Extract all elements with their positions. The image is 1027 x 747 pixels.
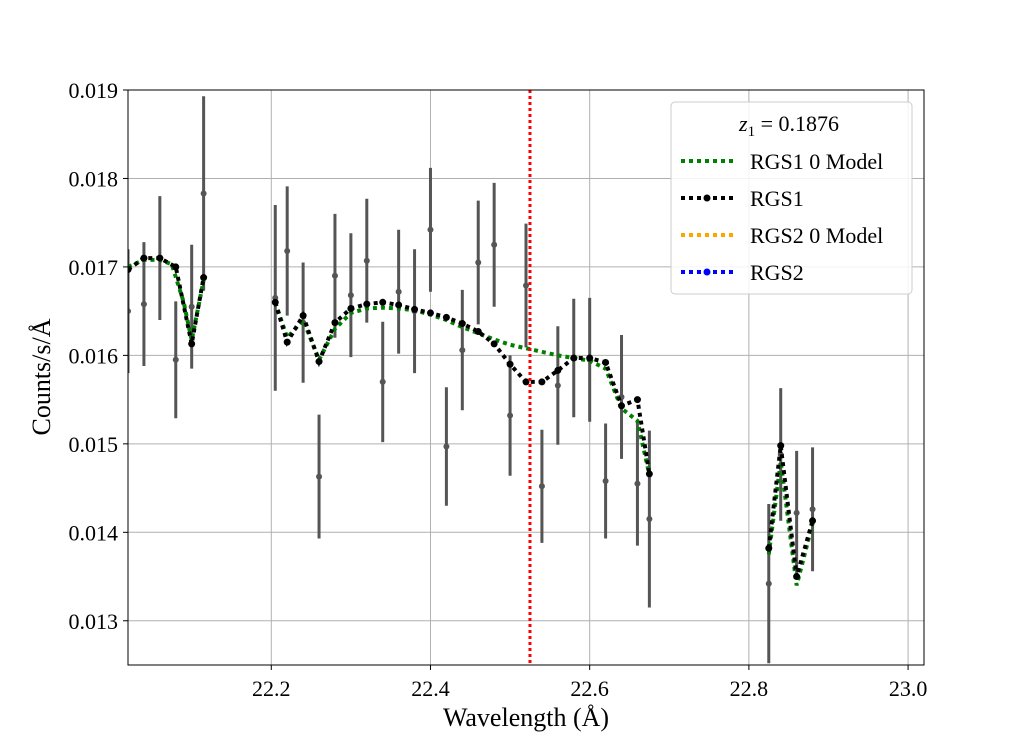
rgs1-point: [442, 313, 450, 321]
rgs1-point: [554, 366, 562, 374]
legend-title-value: = 0.1876: [755, 111, 839, 136]
rgs1-point: [809, 517, 817, 525]
rgs1-point: [586, 354, 594, 362]
data-point: [634, 480, 641, 487]
rgs1-point: [379, 298, 387, 306]
data-point: [765, 580, 772, 587]
legend: z1 = 0.1876 RGS1 0 Model RGS1 RGS2 0 Model…: [670, 101, 913, 295]
x-tick-label: 22.2: [252, 676, 291, 701]
y-tick-label: 0.016: [69, 343, 119, 368]
data-point: [347, 292, 354, 299]
rgs1-point: [271, 298, 279, 306]
data-point: [646, 516, 653, 523]
rgs1-point: [522, 378, 530, 386]
data-point: [523, 282, 529, 289]
rgs1-point: [506, 360, 514, 368]
rgs1-point: [602, 358, 610, 366]
x-axis-label: Wavelength (Å): [443, 703, 609, 732]
rgs1-point: [363, 300, 371, 308]
data-point: [140, 301, 147, 308]
rgs1-point: [315, 358, 323, 366]
rgs1-curve: [766, 445, 815, 578]
y-tick-label: 0.013: [69, 609, 119, 634]
x-tick-label: 22.4: [411, 676, 450, 701]
plot-frame: [127, 89, 925, 666]
data-point: [507, 412, 514, 419]
rgs1-model-series: [128, 257, 815, 586]
rgs1-series: [128, 254, 817, 581]
legend-entries: RGS1 0 Model RGS1 RGS2 0 Model RGS2: [681, 149, 883, 285]
rgs1-point: [331, 319, 339, 327]
data-point: [443, 443, 450, 450]
x-tick-label: 22.8: [730, 676, 769, 701]
y-tick-label: 0.017: [69, 255, 119, 280]
data-point: [200, 190, 207, 197]
rgs1-point: [156, 254, 164, 262]
data-point: [427, 226, 434, 233]
data-point: [459, 347, 466, 354]
y-tick-label: 0.018: [69, 166, 119, 191]
y-tick-label: 0.014: [69, 520, 119, 545]
legend-marker: [703, 268, 711, 276]
rgs1-point: [570, 354, 578, 362]
legend-label: RGS1: [750, 186, 804, 211]
rgs1-point: [188, 340, 196, 348]
y-tick-label: 0.019: [69, 78, 119, 103]
data-point: [602, 478, 609, 484]
rgs1-point: [426, 309, 434, 317]
data-point: [172, 356, 179, 363]
legend-label: RGS2 0 Model: [750, 223, 883, 248]
y-tick-label: 0.015: [69, 432, 119, 457]
axis-ticks: 22.2 22.4 22.6 22.8 23.0 0.013 0.014 0.015 0.016…: [69, 78, 928, 701]
rgs1-point: [645, 470, 653, 478]
x-tick-label: 23.0: [889, 676, 928, 701]
data-errorbars: [128, 96, 816, 664]
data-point: [379, 378, 386, 385]
data-point: [188, 303, 195, 310]
data-point: [363, 257, 370, 264]
rgs1-point: [200, 274, 208, 282]
data-point: [128, 308, 131, 315]
data-point: [491, 241, 498, 248]
rgs1-point: [172, 263, 180, 271]
legend-label: RGS1 0 Model: [750, 149, 883, 174]
rgs1-point: [299, 312, 307, 320]
rgs1-point: [474, 328, 482, 335]
data-point: [316, 473, 323, 480]
rgs1-point: [633, 396, 641, 404]
rgs1-point: [347, 305, 355, 312]
rgs1-point: [128, 266, 132, 274]
data-point: [331, 272, 338, 279]
rgs1-point: [538, 378, 546, 386]
legend-title-var: z: [738, 111, 748, 136]
model-curve: [766, 461, 815, 586]
rgs1-point: [618, 402, 626, 410]
rgs1-point: [395, 301, 403, 309]
rgs1-point: [490, 340, 498, 348]
data-point: [809, 506, 816, 513]
data-point: [475, 259, 482, 266]
legend-box: [670, 101, 913, 295]
data-point: [284, 248, 291, 254]
data-point: [793, 509, 800, 516]
legend-title-sub: 1: [748, 124, 756, 140]
rgs1-point: [458, 320, 466, 328]
data-point: [538, 483, 545, 490]
data-point: [554, 382, 561, 389]
plot-area: [128, 90, 817, 665]
data-point: [395, 288, 402, 295]
rgs1-point: [140, 254, 148, 262]
legend-marker: [703, 194, 711, 202]
rgs1-point: [777, 442, 785, 450]
x-tick-label: 22.6: [570, 676, 609, 701]
y-axis-label: Counts/s/Å: [27, 318, 56, 435]
legend-title: z1 = 0.1876: [738, 111, 839, 140]
rgs1-point: [765, 544, 773, 552]
legend-label: RGS2: [750, 260, 804, 285]
rgs1-point: [283, 338, 291, 346]
rgs1-point: [411, 305, 419, 313]
rgs1-point: [793, 573, 801, 581]
